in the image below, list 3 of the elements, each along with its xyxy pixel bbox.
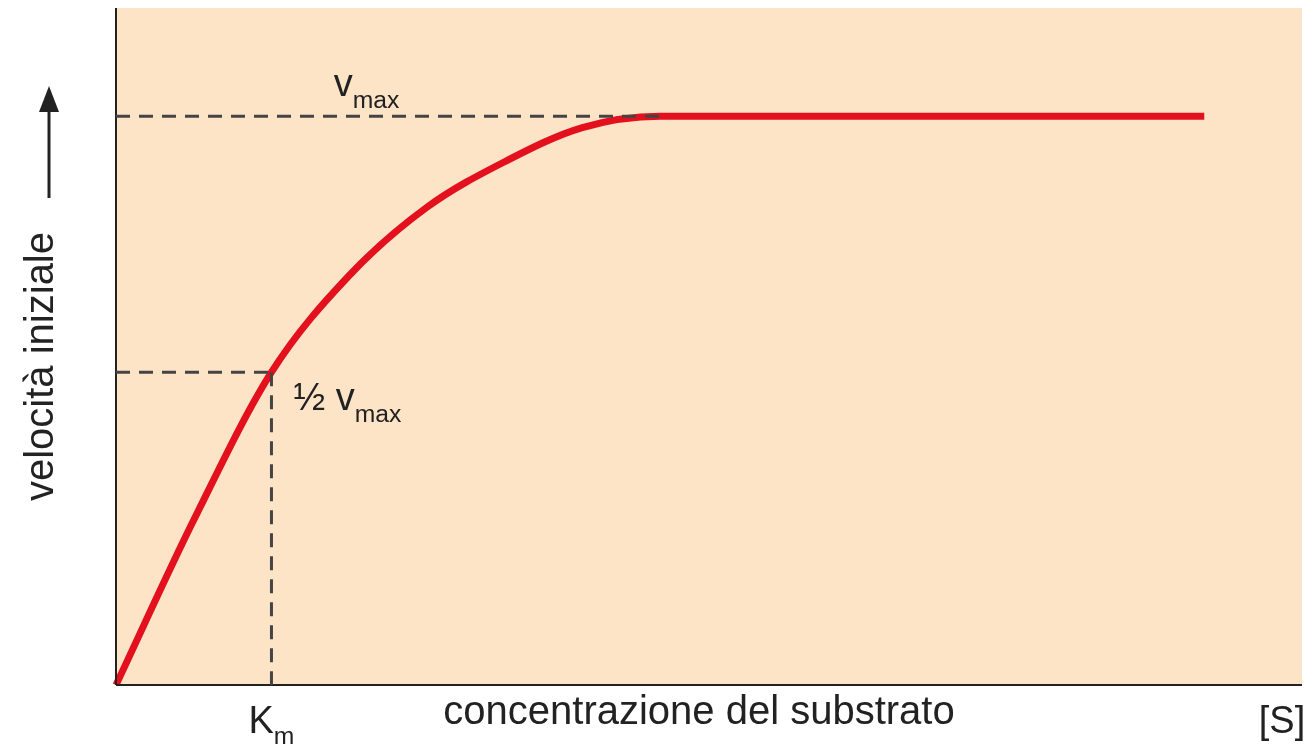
y-axis-title: velocità iniziale [17, 231, 62, 502]
x-axis-title: concentrazione del substrato [443, 688, 955, 733]
x-tick-label: [S] [1258, 699, 1306, 741]
